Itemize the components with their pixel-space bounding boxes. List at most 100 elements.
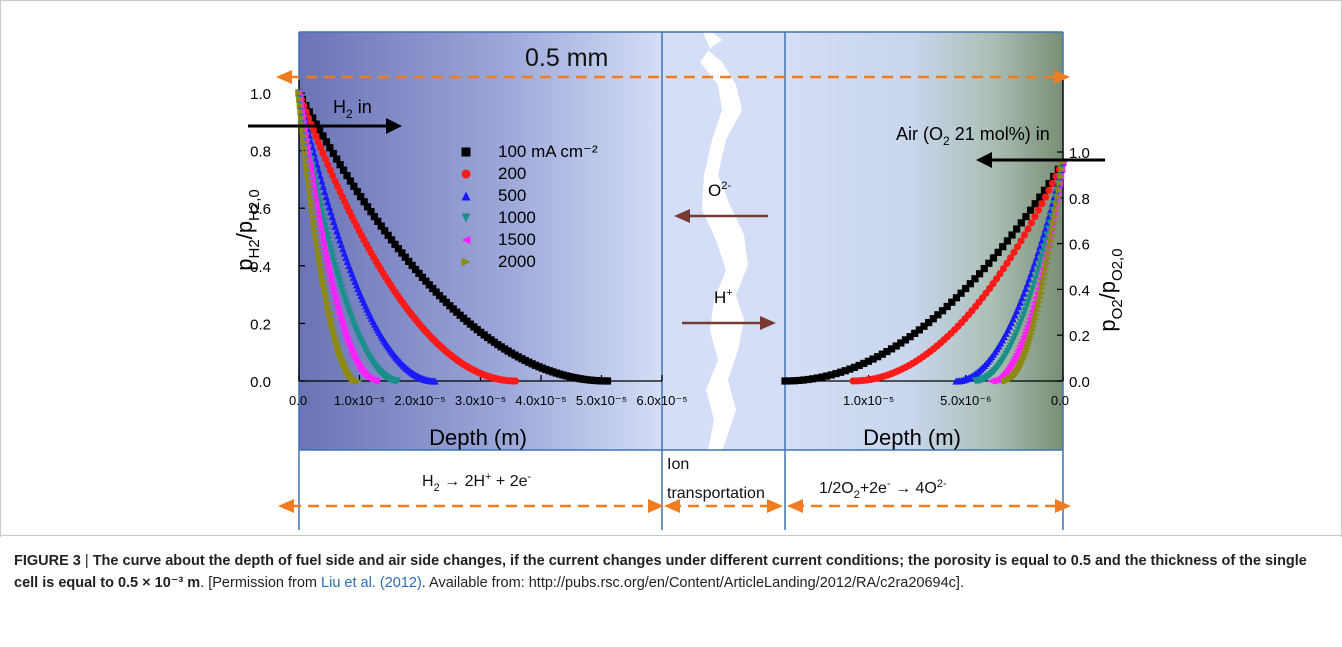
air-data-point (999, 243, 1007, 251)
fuel-data-point (326, 240, 334, 248)
air-in-arrow (976, 152, 1105, 168)
air-data-point (1038, 237, 1046, 245)
air-data-point (883, 347, 891, 356)
fuel-data-point (305, 182, 314, 190)
fuel-data-point (309, 144, 317, 152)
air-data-point (952, 377, 960, 385)
air-y-axis-label: pO2/pO2,0 (1095, 248, 1126, 331)
air-data-point (1041, 193, 1050, 201)
fuel-data-point (387, 236, 396, 244)
air-data-point (1047, 237, 1055, 245)
figure-caption: FIGURE 3 | The curve about the depth of … (14, 550, 1324, 594)
fuel-data-point (316, 222, 324, 230)
fuel-data-point (309, 126, 318, 134)
air-data-point (1025, 294, 1034, 302)
fuel-data-point (325, 203, 333, 211)
air-data-point (1057, 172, 1065, 181)
air-data-point (799, 376, 808, 384)
air-data-point (994, 248, 1002, 256)
bottom-arrow-heads (278, 499, 1071, 513)
fuel-y-tick-label: 1.0 (250, 86, 271, 103)
air-data-point (892, 342, 900, 350)
air-data-point (1043, 259, 1052, 267)
fuel-side-series (295, 89, 612, 385)
caption-permission-prefix: . [Permission from (200, 575, 322, 591)
air-data-point (1018, 315, 1026, 323)
fuel-data-point (298, 114, 306, 122)
fuel-y-tick-label: 0.0 (250, 374, 271, 391)
legend-marker (461, 191, 471, 201)
anode-layer (299, 32, 662, 450)
fuel-series-500 (295, 89, 439, 385)
legend-marker (461, 257, 471, 267)
fuel-data-point (306, 187, 314, 196)
ion-transport-label-2: transportation (667, 485, 765, 502)
fuel-data-point (377, 222, 385, 230)
air-data-point (1045, 186, 1053, 194)
fuel-data-point (337, 281, 345, 289)
fuel-data-point (296, 102, 304, 110)
fuel-data-point (316, 227, 325, 235)
svg-text:pH2/pH2,0: pH2/pH2,0 (232, 189, 263, 270)
fuel-x-tick-label: 5.0x10⁻⁵ (576, 393, 627, 408)
fuel-data-point (300, 132, 308, 140)
fuel-data-point (310, 193, 319, 201)
fuel-data-point (321, 222, 329, 230)
air-series-1000 (971, 158, 1067, 385)
air-data-point (1040, 186, 1049, 194)
fuel-data-point (431, 377, 439, 385)
air-data-point (1013, 243, 1022, 251)
air-data-point (1054, 193, 1062, 201)
fuel-data-point (333, 269, 341, 278)
fuel-data-point (603, 377, 612, 385)
air-data-point (1027, 289, 1035, 297)
air-data-point (1017, 237, 1025, 245)
air-data-point (1003, 237, 1011, 245)
fuel-cell-figure: 0.5 mm 0.0 0.2 0.4 0.6 0.8 1.0 0.0 1.0x10⁻⁵ 2.0… (232, 31, 1126, 530)
fuel-data-point (363, 203, 372, 211)
legend-label: 500 (498, 186, 526, 205)
air-data-point (1038, 289, 1046, 297)
air-data-point (952, 294, 961, 302)
fuel-data-point (401, 253, 409, 261)
air-data-point (966, 280, 974, 288)
fuel-x-tick-label: 6.0x10⁻⁵ (636, 393, 687, 408)
air-data-point (1045, 248, 1053, 256)
fuel-data-point (311, 198, 319, 206)
fuel-x-tick-label: 3.0x10⁻⁵ (455, 393, 506, 408)
air-data-point (1050, 219, 1058, 227)
legend-marker (461, 213, 471, 223)
air-x-tick-label: 5.0x10⁻⁶ (940, 393, 991, 408)
fuel-data-point (357, 193, 365, 201)
fuel-data-point (319, 132, 327, 140)
fuel-data-point (321, 155, 330, 163)
air-data-point (786, 377, 794, 385)
fuel-data-point (303, 161, 311, 169)
air-data-point (1021, 307, 1029, 315)
air-data-point (1056, 179, 1064, 188)
air-data-point (1017, 318, 1025, 327)
air-y-tick-label: 0.2 (1069, 328, 1090, 345)
air-data-point (971, 275, 979, 283)
fuel-data-point (327, 208, 335, 216)
fuel-data-point (304, 172, 312, 180)
air-y-tick-label: 0.4 (1069, 282, 1090, 299)
fuel-data-point (333, 155, 341, 163)
fuel-data-point (367, 208, 375, 216)
fuel-data-point (374, 217, 382, 225)
fuel-data-point (318, 236, 326, 244)
fuel-data-point (394, 377, 402, 385)
air-data-point (1020, 311, 1028, 319)
air-data-point (1031, 200, 1039, 208)
air-data-point (1034, 206, 1043, 214)
legend-label: 200 (498, 164, 526, 183)
fuel-data-point (324, 236, 333, 244)
fuel-data-point (322, 193, 330, 201)
fuel-y-tick-label: 0.8 (250, 144, 271, 161)
legend-label: 1500 (498, 230, 536, 249)
citation-link[interactable]: Liu et al. (2012) (321, 575, 422, 591)
fuel-data-point (320, 217, 328, 225)
fuel-data-point (314, 138, 322, 146)
air-data-point (1028, 284, 1036, 293)
air-data-point (1031, 212, 1039, 221)
